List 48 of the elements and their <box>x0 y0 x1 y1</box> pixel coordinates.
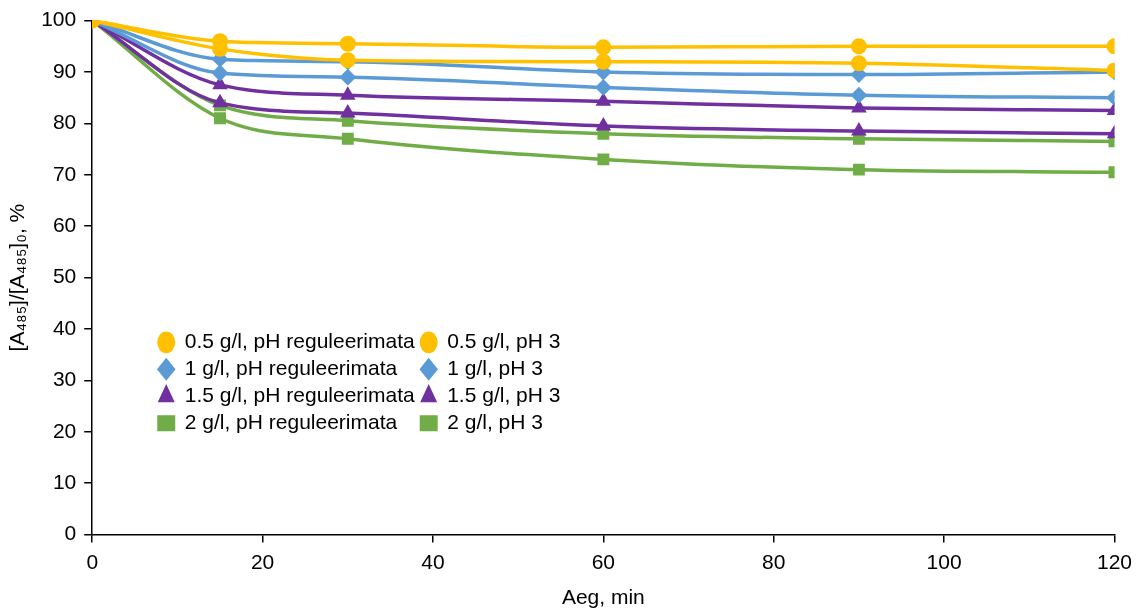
y-tick-label: 50 <box>52 264 77 288</box>
legend-label: 1 g/l, pH reguleerimata <box>184 356 398 380</box>
y-tick-label: 90 <box>52 58 77 82</box>
x-tick-label: 20 <box>250 550 275 573</box>
point <box>595 39 612 56</box>
x-tick-label: 80 <box>762 550 786 573</box>
y-axis-title: [A₄₈₅]/[A₄₈₅]₀, % <box>5 203 29 352</box>
y-tick-label: 20 <box>52 418 77 442</box>
y-tick-label: 70 <box>52 161 77 185</box>
point <box>850 55 867 72</box>
point <box>596 93 611 106</box>
x-tick-label: 100 <box>926 550 962 573</box>
y-tick-label: 10 <box>52 470 77 493</box>
point <box>341 132 354 145</box>
legend-label: 2 g/l, pH 3 <box>447 410 543 434</box>
point <box>851 99 866 113</box>
legend-label: 2 g/l, pH reguleerimata <box>184 410 398 434</box>
x-tick-label: 120 <box>1096 550 1132 573</box>
point <box>212 65 229 82</box>
y-tick-label: 0 <box>64 521 77 545</box>
x-tick-label: 0 <box>86 550 99 573</box>
y-tick-label: 60 <box>52 213 77 236</box>
point <box>850 38 867 55</box>
point <box>595 79 612 96</box>
point <box>597 153 610 166</box>
legend-label: 0.5 g/l, pH reguleerimata <box>184 329 416 353</box>
y-tick-label: 40 <box>52 315 77 339</box>
x-axis-title: Aeg, min <box>561 585 645 609</box>
point <box>595 53 612 70</box>
point <box>212 94 228 108</box>
x-tick-label: 40 <box>421 550 445 573</box>
legend-label: 1.5 g/l, pH 3 <box>447 383 561 407</box>
point <box>850 87 867 104</box>
point <box>596 117 611 131</box>
point <box>851 123 866 136</box>
point <box>852 163 865 176</box>
y-tick-label: 30 <box>52 367 77 391</box>
y-tick-label: 100 <box>41 7 77 31</box>
y-tick-label: 80 <box>52 110 77 134</box>
legend-label: 1 g/l, pH 3 <box>447 356 543 380</box>
point <box>339 69 356 86</box>
legend-label: 1.5 g/l, pH reguleerimata <box>184 383 416 407</box>
point <box>340 87 355 100</box>
legend-label: 0.5 g/l, pH 3 <box>447 329 561 353</box>
point <box>214 112 226 125</box>
point <box>340 105 355 118</box>
point <box>339 35 356 52</box>
x-tick-label: 60 <box>591 550 616 573</box>
